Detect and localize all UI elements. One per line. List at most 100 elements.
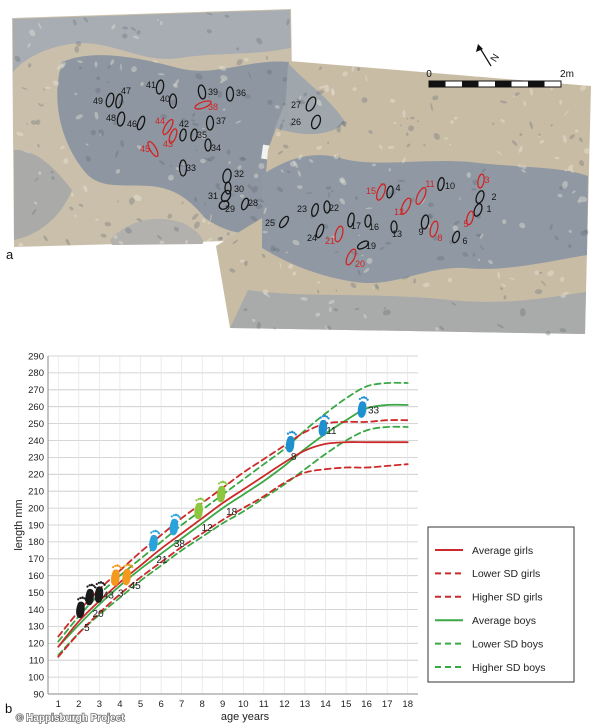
- sediment-speck: [56, 63, 65, 70]
- foot-toe: [321, 415, 324, 418]
- scale-bar-segment: [528, 81, 545, 87]
- footprint-outline: [356, 240, 370, 250]
- footprint-number: 38: [208, 102, 218, 112]
- sediment-speck: [529, 121, 533, 130]
- footprint-outline: [305, 96, 317, 112]
- sediment-speck: [94, 111, 99, 120]
- sediment-speck: [170, 99, 177, 106]
- legend-entry-label: Higher SD girls: [472, 592, 543, 604]
- sediment-speck: [282, 76, 287, 82]
- sediment-speck: [112, 120, 118, 126]
- north-arrow-shaft: [479, 47, 492, 67]
- sediment-speck: [243, 260, 248, 266]
- sediment-speck: [26, 123, 29, 125]
- footprint-outline: [420, 214, 430, 230]
- sediment-speck: [309, 159, 314, 163]
- foot-toe: [156, 530, 159, 533]
- series-line-lower-sd-girls: [57, 463, 409, 658]
- foot-sole: [194, 502, 203, 520]
- footprint-outline: [364, 214, 372, 228]
- sediment-speck: [338, 121, 343, 128]
- sediment-speck: [357, 269, 361, 276]
- photo-left-bottom-patch: [110, 218, 204, 245]
- sediment-speck: [342, 71, 348, 77]
- sediment-speck: [560, 276, 565, 282]
- x-tick-label: 18: [402, 699, 413, 710]
- footprint-outline: [147, 140, 159, 158]
- foot-sole: [285, 435, 295, 453]
- foot-toe: [201, 498, 204, 501]
- sediment-speck: [206, 12, 213, 16]
- y-tick-label: 160: [28, 571, 44, 582]
- sediment-speck: [326, 235, 329, 240]
- sediment-speck: [226, 232, 230, 236]
- footprint-number: 27: [291, 100, 301, 110]
- foot-sole: [111, 569, 120, 587]
- sediment-speck: [85, 143, 89, 146]
- sediment-speck: [37, 143, 40, 148]
- footprint-number: 35: [197, 130, 207, 140]
- panel-a-label: a: [6, 247, 14, 262]
- sediment-speck: [157, 73, 165, 76]
- sediment-speck: [502, 219, 507, 225]
- sediment-speck: [421, 198, 426, 205]
- sediment-speck: [130, 27, 137, 32]
- sediment-speck: [236, 169, 240, 173]
- footprint-number: 23: [297, 204, 307, 214]
- sediment-speck: [332, 89, 335, 95]
- sediment-speck: [180, 165, 186, 167]
- sediment-speck: [569, 134, 575, 140]
- sediment-speck: [305, 192, 313, 195]
- sediment-speck: [339, 177, 345, 184]
- x-tick-label: 6: [158, 699, 163, 710]
- foot-toe: [81, 596, 84, 599]
- x-tick-label: 12: [279, 699, 290, 710]
- sediment-speck: [448, 143, 452, 146]
- sediment-speck: [297, 185, 303, 189]
- x-tick-label: 14: [320, 699, 331, 710]
- sediment-speck: [382, 309, 391, 316]
- sediment-speck: [239, 156, 245, 162]
- sediment-speck: [31, 209, 37, 215]
- foot-toe: [86, 585, 89, 588]
- legend: Average girls Lower SD girls Higher SD gir…: [427, 526, 575, 683]
- footprint-outline: [334, 225, 344, 243]
- footprint-icon: [194, 497, 206, 520]
- foot-toe: [103, 583, 106, 586]
- sediment-speck: [466, 172, 471, 178]
- foot-toe: [170, 515, 173, 518]
- foot-toe: [99, 581, 103, 584]
- foot-toe: [225, 483, 228, 486]
- footprint-number: 16: [369, 222, 379, 232]
- sediment-speck: [110, 59, 115, 65]
- sediment-speck: [397, 179, 406, 183]
- sediment-speck: [567, 164, 574, 171]
- sediment-speck: [472, 179, 479, 185]
- foot-toe: [129, 564, 132, 567]
- sediment-speck: [168, 174, 174, 181]
- y-tick-label: 180: [28, 537, 44, 548]
- sediment-speck: [174, 79, 179, 87]
- sediment-speck: [298, 154, 303, 160]
- legend-entry-label: Higher SD boys: [472, 662, 546, 674]
- sediment-speck: [334, 251, 339, 254]
- sediment-speck: [436, 256, 445, 261]
- sediment-speck: [111, 24, 116, 30]
- sediment-speck: [224, 14, 230, 18]
- sediment-speck: [549, 224, 553, 231]
- sediment-speck: [30, 120, 37, 125]
- foot-sole: [169, 518, 179, 536]
- sediment-speck: [252, 318, 256, 322]
- y-tick-label: 120: [28, 639, 44, 650]
- sediment-speck: [459, 197, 462, 201]
- x-tick-label: 9: [220, 699, 225, 710]
- foot-toe: [77, 598, 80, 601]
- sediment-speck: [427, 213, 434, 219]
- sediment-speck: [428, 202, 434, 208]
- sediment-speck: [181, 201, 184, 205]
- y-tick-label: 90: [33, 689, 44, 700]
- sediment-speck: [432, 95, 439, 101]
- sediment-speck: [388, 168, 392, 172]
- sediment-speck: [317, 281, 321, 284]
- footprint-number: 47: [121, 86, 131, 96]
